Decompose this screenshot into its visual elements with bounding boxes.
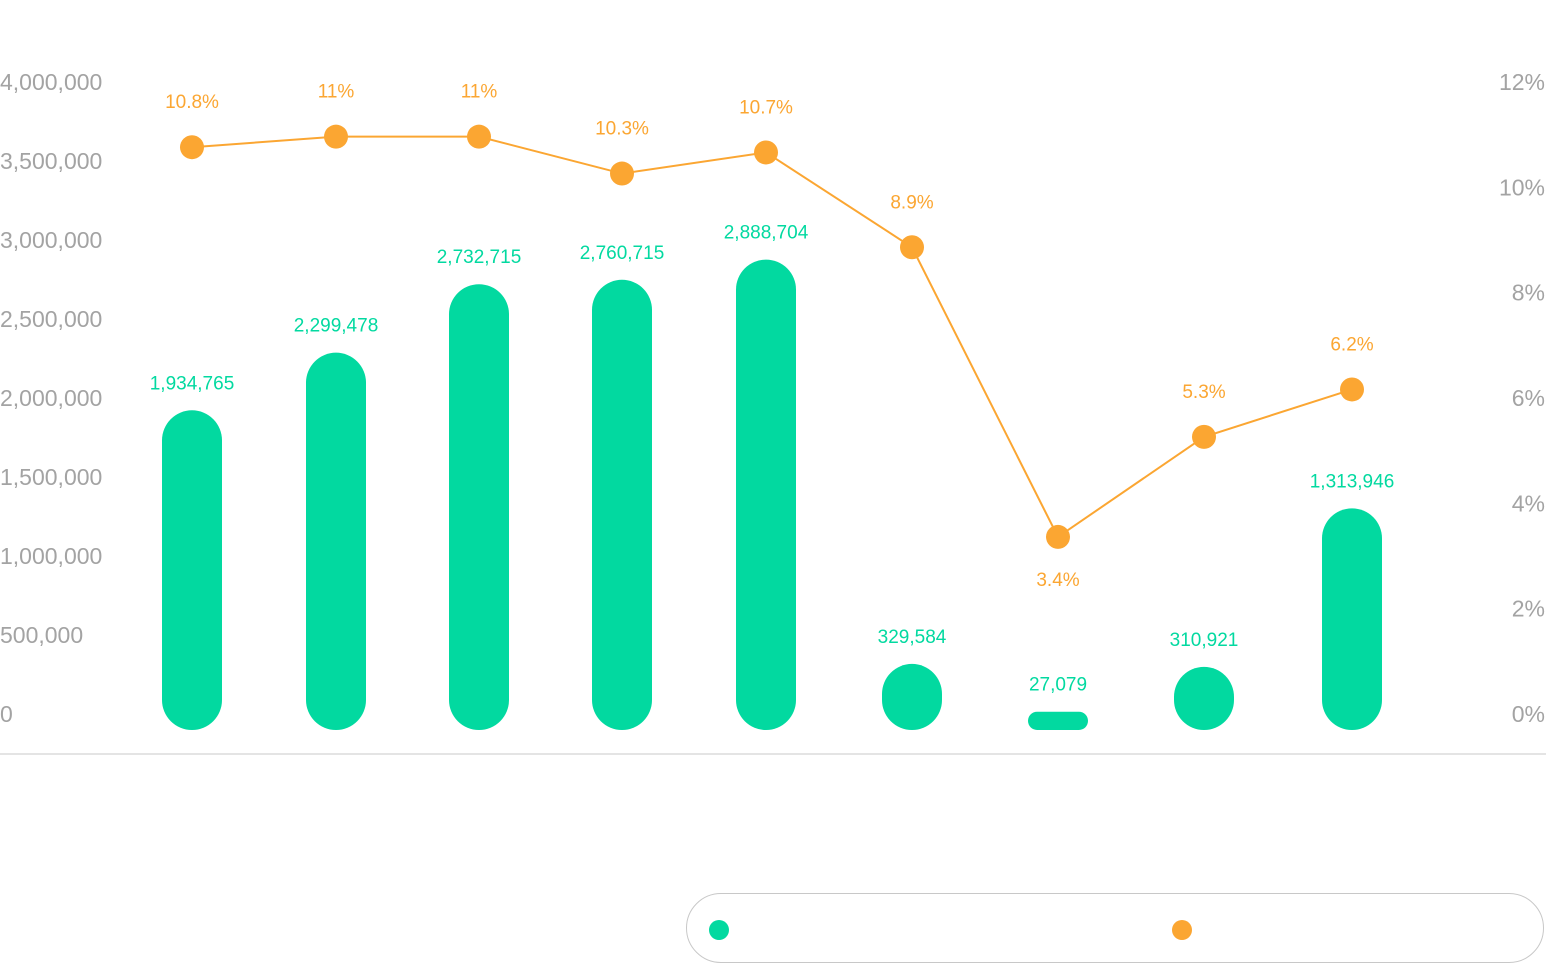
right-tick-label: 6% [1512, 385, 1545, 411]
line-point[interactable] [754, 140, 778, 165]
line-point-label: 3.4% [1036, 570, 1079, 591]
right-tick-label: 0% [1512, 701, 1545, 727]
legend [686, 893, 1544, 963]
left-tick-label: 2,500,000 [0, 306, 102, 332]
bar-value-label: 310,921 [1170, 630, 1239, 651]
bar-series [162, 259, 1382, 730]
bar[interactable] [736, 259, 796, 730]
bar[interactable] [882, 663, 942, 730]
right-tick-label: 12% [1499, 69, 1545, 95]
left-tick-label: 3,000,000 [0, 227, 102, 253]
line-point[interactable] [1192, 424, 1216, 449]
left-tick-label: 1,500,000 [0, 464, 102, 490]
left-axis: 0 500,000 1,000,000 1,500,000 2,000,000 2,500… [0, 69, 102, 727]
legend-item-line[interactable] [1172, 920, 1204, 940]
bar-value-label: 2,760,715 [580, 243, 665, 264]
bar[interactable] [1174, 666, 1234, 730]
line-point[interactable] [180, 135, 204, 160]
legend-item-bar[interactable] [709, 920, 741, 940]
right-axis: 0% 2% 4% 6% 8% 10% 12% [1499, 69, 1545, 727]
line-series: 10.8% 11% 11% 10.3% 10.7% 8.9% 3.4% 5.3% 6.2% [165, 82, 1374, 591]
bar[interactable] [592, 279, 652, 730]
left-tick-label: 4,000,000 [0, 69, 102, 95]
line-point-label: 8.9% [890, 192, 933, 213]
line-point-label: 5.3% [1182, 382, 1225, 403]
bar-value-label: 1,313,946 [1310, 471, 1395, 492]
bar-value-label: 2,732,715 [437, 247, 522, 268]
right-tick-label: 4% [1512, 490, 1545, 516]
line-point-label: 10.3% [595, 119, 649, 140]
line-point-label: 11% [461, 82, 498, 103]
left-tick-label: 500,000 [0, 622, 83, 648]
line-point-label: 6.2% [1330, 334, 1373, 355]
line-point[interactable] [467, 124, 491, 149]
bar-value-label: 2,299,478 [294, 316, 379, 337]
left-tick-label: 3,500,000 [0, 148, 102, 174]
legend-line-dot-icon [1172, 920, 1192, 940]
right-tick-label: 10% [1499, 174, 1545, 200]
bar[interactable] [449, 284, 509, 730]
left-tick-label: 2,000,000 [0, 385, 102, 411]
line-point[interactable] [1046, 524, 1070, 549]
bar[interactable] [162, 410, 222, 730]
bar-value-label: 27,079 [1029, 675, 1087, 696]
line-point-label: 10.7% [739, 97, 793, 118]
bar-data-labels: 1,934,765 2,299,478 2,732,715 2,760,715 2,88… [150, 223, 1395, 696]
right-tick-label: 2% [1512, 596, 1545, 622]
bar-value-label: 329,584 [878, 627, 947, 648]
bar[interactable] [1322, 508, 1382, 730]
line-point[interactable] [324, 124, 348, 149]
line-point[interactable] [900, 235, 924, 260]
right-tick-label: 8% [1512, 280, 1545, 306]
bar[interactable] [306, 352, 366, 730]
line-point[interactable] [1340, 377, 1364, 402]
bar[interactable] [1028, 711, 1088, 730]
bar-value-label: 2,888,704 [724, 223, 809, 244]
line-point-label: 11% [318, 82, 355, 103]
left-tick-label: 1,000,000 [0, 543, 102, 569]
legend-bar-dot-icon [709, 920, 729, 940]
line-point[interactable] [610, 161, 634, 186]
bar-value-label: 1,934,765 [150, 373, 235, 394]
left-tick-label: 0 [0, 701, 13, 727]
line-point-label: 10.8% [165, 92, 219, 113]
